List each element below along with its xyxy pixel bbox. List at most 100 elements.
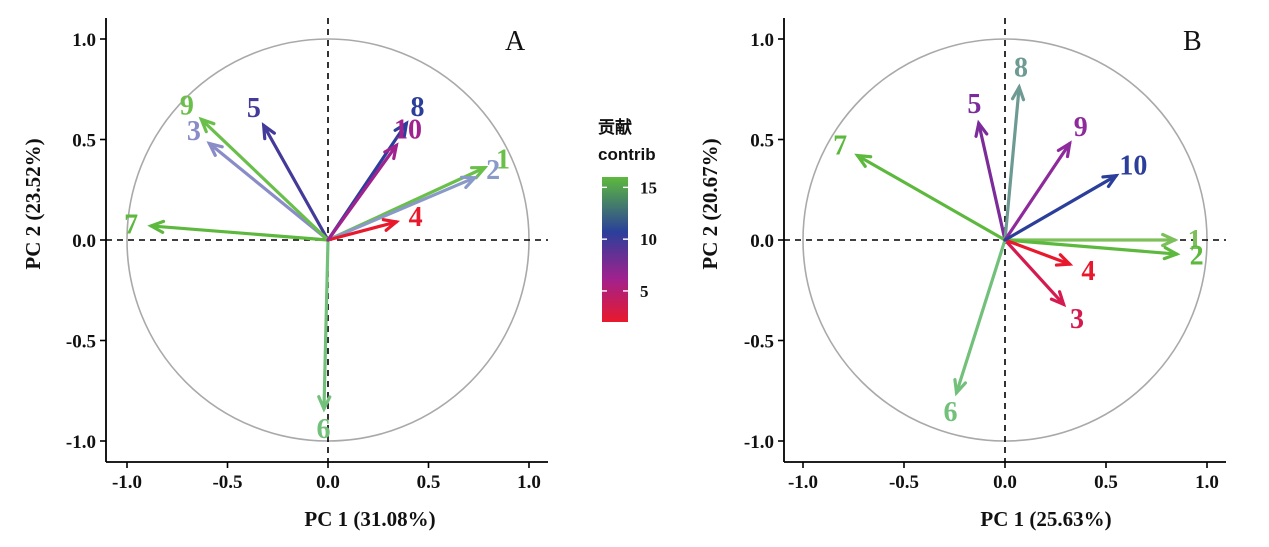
vector-arrowhead xyxy=(206,141,224,157)
vector-label: 9 xyxy=(180,91,194,122)
vector-label: 2 xyxy=(486,155,500,186)
y-tick-label: -0.5 xyxy=(744,332,774,353)
vector-line xyxy=(199,117,330,242)
vector-arrowhead xyxy=(469,166,489,180)
vector-line xyxy=(1003,174,1118,242)
legend-tick-label: 5 xyxy=(640,282,649,301)
legend-tick-label: 10 xyxy=(640,230,657,249)
vector-arrowhead xyxy=(953,378,967,397)
vector-arrowhead xyxy=(261,122,276,141)
x-tick-label: 1.0 xyxy=(517,472,541,493)
vector-arrowhead xyxy=(147,219,166,234)
vector-arrowhead xyxy=(383,142,399,161)
vector-arrowhead xyxy=(1054,253,1074,267)
vector-line xyxy=(149,224,330,242)
vector-line xyxy=(855,153,1007,242)
legend-colorbar xyxy=(602,177,628,322)
x-tick-label: -0.5 xyxy=(889,472,919,493)
vector-1: 1 xyxy=(1003,225,1202,256)
y-tick-label: -0.5 xyxy=(66,332,96,353)
vector-7: 7 xyxy=(124,209,330,242)
vector-2: 2 xyxy=(326,155,500,242)
x-tick-label: -1.0 xyxy=(788,472,818,493)
vector-9: 9 xyxy=(1003,112,1088,242)
y-tick-label: 1.0 xyxy=(72,30,96,51)
vector-label: 8 xyxy=(1014,52,1028,83)
vector-line xyxy=(1003,141,1072,242)
x-tick-label: -1.0 xyxy=(112,472,142,493)
vector-line xyxy=(1003,85,1021,242)
vector-9: 9 xyxy=(180,91,330,242)
vector-arrowhead xyxy=(974,119,989,138)
y-tick-label: -1.0 xyxy=(744,432,774,453)
x-axis-label-b: PC 1 (25.63%) xyxy=(980,507,1111,531)
vector-label: 3 xyxy=(1070,304,1084,335)
vector-5: 5 xyxy=(967,89,1007,242)
vector-label: 4 xyxy=(409,202,423,233)
vector-line xyxy=(326,176,477,242)
vector-arrowhead xyxy=(459,175,479,190)
vector-line xyxy=(1003,238,1179,256)
y-tick-label: 0.5 xyxy=(72,131,96,152)
vector-4: 4 xyxy=(326,202,423,242)
y-tick-label: 1.0 xyxy=(750,30,774,51)
legend-title-en: contrib xyxy=(598,145,656,164)
x-tick-label: 0.5 xyxy=(417,472,441,493)
vector-3: 3 xyxy=(1003,238,1084,335)
vector-8: 8 xyxy=(1003,52,1028,242)
y-tick-label: 0.0 xyxy=(72,231,96,252)
vector-line xyxy=(954,238,1007,395)
vector-arrowhead xyxy=(1101,173,1120,189)
legend-title-cn: 贡献 xyxy=(598,117,632,137)
vector-arrowhead xyxy=(393,120,409,139)
x-axis-label-a: PC 1 (31.08%) xyxy=(304,507,435,531)
vector-arrowhead xyxy=(1162,246,1181,261)
vector-line xyxy=(326,143,398,242)
vector-label: 3 xyxy=(187,116,201,147)
vector-label: 7 xyxy=(833,131,847,162)
panel-label-a: A xyxy=(505,26,526,57)
vector-label: 5 xyxy=(967,89,981,120)
vector-arrowhead xyxy=(381,218,401,232)
vector-6: 6 xyxy=(943,238,1007,428)
y-tick-label: 0.5 xyxy=(750,131,774,152)
vector-10: 10 xyxy=(326,114,422,242)
x-tick-label: 0.0 xyxy=(316,472,340,493)
y-tick-label: -1.0 xyxy=(66,432,96,453)
vector-line xyxy=(326,220,398,242)
vector-label: 5 xyxy=(247,93,261,124)
vector-7: 7 xyxy=(833,131,1007,242)
vector-label: 7 xyxy=(124,209,138,240)
vector-label: 2 xyxy=(1190,241,1204,272)
vector-label: 6 xyxy=(943,397,957,428)
vector-3: 3 xyxy=(187,116,330,242)
x-tick-label: -0.5 xyxy=(212,472,242,493)
vector-arrowhead xyxy=(1010,83,1026,102)
vector-label: 6 xyxy=(317,414,331,445)
contrib-legend: 贡献 contrib 15 10 5 xyxy=(598,117,657,322)
vector-arrowhead xyxy=(1056,140,1072,159)
vector-line xyxy=(322,238,330,411)
panel-b: 12 3 4 5 6 7 8 9 10 -1.0 -0.5 0.0 0.5 1.0 -1.0 -0.5 0.0… xyxy=(698,18,1226,531)
vector-2: 2 xyxy=(1003,238,1204,272)
vector-line xyxy=(977,121,1007,242)
vector-label: 9 xyxy=(1074,112,1088,143)
x-tick-label: 1.0 xyxy=(1195,472,1219,493)
vector-label: 1 xyxy=(1188,225,1202,256)
vector-arrowhead xyxy=(198,116,216,134)
vector-line xyxy=(262,123,330,242)
vector-line xyxy=(1003,238,1066,306)
vector-line xyxy=(207,141,330,242)
panel-label-b: B xyxy=(1183,26,1202,57)
vector-arrowhead xyxy=(317,395,332,413)
vector-line xyxy=(1003,238,1072,266)
x-tick-label: 0.0 xyxy=(993,472,1017,493)
vector-label: 8 xyxy=(411,92,425,123)
panel-a: 12 3 4 5 6 7 8 9 10 -1.0 -0.5 0.0 0.5 1.0 -1.0 -0.5 0.0… xyxy=(21,18,548,531)
vector-arrowhead xyxy=(1161,232,1179,248)
vector-label: 10 xyxy=(1119,151,1147,182)
legend-tick-label: 15 xyxy=(640,178,657,197)
vector-6: 6 xyxy=(317,238,332,445)
vector-5: 5 xyxy=(247,93,330,242)
